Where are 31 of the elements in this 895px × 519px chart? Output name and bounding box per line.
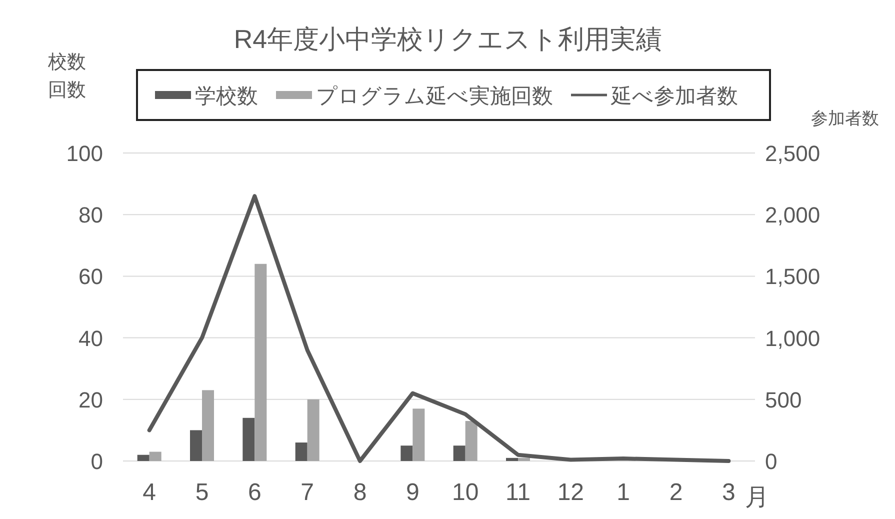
y2tick: 2,000 <box>765 202 820 228</box>
ytick: 40 <box>78 326 103 351</box>
xtick: 9 <box>406 479 420 506</box>
legend-label: 延べ参加者数 <box>611 85 738 108</box>
y2tick: 0 <box>765 449 778 474</box>
xtick: 11 <box>506 479 530 506</box>
xtick: 8 <box>353 479 367 506</box>
xtick: 12 <box>557 479 584 506</box>
xtick: 1 <box>616 479 630 506</box>
xtick: 10 <box>452 479 479 506</box>
y2tick: 1,500 <box>765 264 820 290</box>
ytick: 100 <box>66 141 103 166</box>
xtick: 4 <box>142 479 156 506</box>
y2label: 参加者数 <box>811 109 879 128</box>
y2tick: 1,000 <box>765 326 820 351</box>
legend-label: 学校数 <box>195 85 258 108</box>
xtick: 2 <box>669 479 683 506</box>
y2tick: 2,500 <box>765 141 820 166</box>
xtick: 5 <box>195 479 209 506</box>
ylabel: 校数回数 <box>48 52 86 101</box>
xtick: 3 <box>722 479 736 506</box>
legend-label: プログラム延べ実施回数 <box>316 85 553 108</box>
xtick: 6 <box>248 479 262 506</box>
xtick: 7 <box>300 479 314 506</box>
ytick: 0 <box>90 449 103 474</box>
ytick: 80 <box>78 202 103 228</box>
ytick: 60 <box>78 264 103 290</box>
title: R4年度小中学校リクエスト利用実績 <box>234 24 662 54</box>
ytick: 20 <box>78 387 103 412</box>
y2tick: 500 <box>765 387 802 412</box>
xlabel: 月 <box>745 484 769 511</box>
